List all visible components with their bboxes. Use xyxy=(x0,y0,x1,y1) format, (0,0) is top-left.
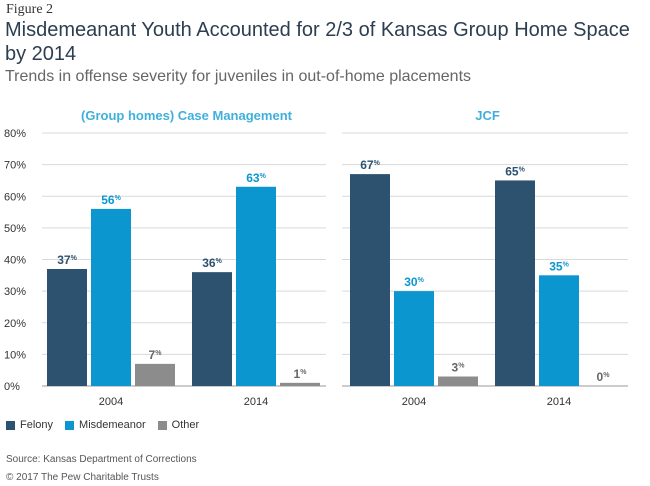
legend: Felony Misdemeanor Other xyxy=(6,419,199,431)
legend-label-other: Other xyxy=(171,419,200,431)
legend-swatch-misdemeanor xyxy=(65,420,75,430)
bar-misdemeanor xyxy=(91,208,131,386)
legend-item-misdemeanor: Misdemeanor xyxy=(65,419,146,431)
y-tick-label: 60% xyxy=(4,191,26,203)
y-tick-label: 80% xyxy=(4,128,26,140)
y-tick-label: 70% xyxy=(4,160,26,172)
data-label: 35% xyxy=(549,259,569,273)
x-tick-label: 2004 xyxy=(99,396,123,408)
y-tick-label: 0% xyxy=(4,381,20,393)
x-tick-label: 2014 xyxy=(547,396,571,408)
data-label: 67% xyxy=(360,158,380,172)
legend-label-felony: Felony xyxy=(20,419,54,431)
data-label: 65% xyxy=(505,164,525,178)
legend-swatch-felony xyxy=(6,420,15,430)
bar-chart: 0% 10% 20% 30% 40% 50% 60% 70% 80% (Group homes) … xyxy=(4,108,628,408)
x-tick-label: 2004 xyxy=(402,396,426,408)
data-label: 63% xyxy=(246,171,266,185)
legend-item-felony: Felony xyxy=(6,419,53,431)
bar-other xyxy=(135,363,175,386)
data-label: 36% xyxy=(202,256,222,270)
y-tick-label: 40% xyxy=(4,255,26,267)
copyright-note: © 2017 The Pew Charitable Trusts xyxy=(6,472,159,483)
bar-felony xyxy=(350,174,390,386)
legend-item-other: Other xyxy=(157,419,200,431)
legend-swatch-other xyxy=(157,420,167,430)
bar-other xyxy=(438,376,478,386)
bar-misdemeanor xyxy=(236,186,276,386)
chart-subtitle: Trends in offense severity for juveniles… xyxy=(5,68,472,85)
y-tick-label: 50% xyxy=(4,223,26,235)
y-tick-label: 30% xyxy=(4,286,26,298)
panel-title: JCF xyxy=(475,108,500,123)
data-label: 1% xyxy=(294,367,308,381)
panel-title: (Group homes) Case Management xyxy=(81,108,293,123)
bar-misdemeanor xyxy=(539,275,579,386)
bar-felony xyxy=(192,272,232,386)
y-tick-label: 20% xyxy=(4,318,26,330)
bar-misdemeanor xyxy=(394,291,434,386)
bar-felony xyxy=(47,268,87,386)
data-label: 0% xyxy=(597,370,611,384)
data-label: 7% xyxy=(149,348,163,362)
data-label: 56% xyxy=(101,193,121,207)
chart-title: Misdemeanant Youth Accounted for 2/3 of … xyxy=(5,19,630,65)
source-note: Source: Kansas Department of Corrections xyxy=(6,454,197,465)
data-label: 37% xyxy=(57,253,77,267)
data-label: 3% xyxy=(452,361,466,375)
x-tick-label: 2014 xyxy=(244,396,268,408)
figure-label: Figure 2 xyxy=(6,2,54,17)
bar-felony xyxy=(495,180,535,386)
data-label: 30% xyxy=(404,275,424,289)
bar-other xyxy=(280,382,320,386)
legend-label-misdemeanor: Misdemeanor xyxy=(79,419,146,431)
y-tick-label: 10% xyxy=(4,349,26,361)
